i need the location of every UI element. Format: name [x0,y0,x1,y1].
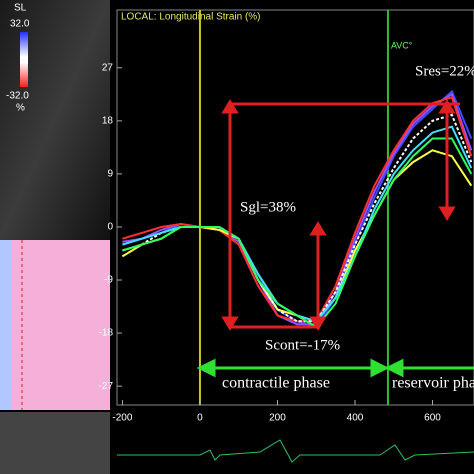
mmode-panel [0,240,110,410]
y-tick-label: 9 [107,169,113,180]
mmode-strip [0,240,12,410]
colorbar-label: SL [14,3,27,14]
y-tick-label: 0 [107,222,113,233]
plot-area [121,10,473,405]
annotation: Scont=-17% [265,337,340,353]
color-bar [20,32,28,87]
y-tick-label: 27 [102,62,114,73]
annotation: Sres=22% [415,63,474,79]
colorbar-max: 32.0 [10,19,30,30]
x-tick-label: 600 [424,413,441,424]
x-tick-label: 400 [347,413,364,424]
y-tick-label: -27 [99,381,114,392]
strain-curve [122,137,473,329]
x-tick-label: 200 [269,413,286,424]
x-tick-label: -200 [112,413,132,424]
avc-label: AVC° [391,40,413,50]
chart-title: LOCAL: Longitudinal Strain (%) [121,12,261,23]
phase-label: reservoir phase [392,375,474,392]
strain-curve [122,113,473,323]
ecg-panel [0,412,110,474]
strain-curve [121,149,473,323]
phase-arrows [196,358,474,378]
y-tick-label: 18 [102,115,114,126]
strain-curve [122,92,473,326]
measurement-overlay [221,99,460,331]
phase-label: contractile phase [222,375,330,392]
ecg-trace [117,439,474,463]
strain-curve [122,89,473,329]
ultrasound-image [0,0,110,240]
colorbar-unit: % [16,103,25,114]
plot-frame [116,9,474,406]
y-tick-label: -9 [104,275,113,286]
annotation: Sgl=38% [240,199,296,215]
colorbar-min: -32.0 [6,91,29,102]
x-tick-label: 0 [197,413,203,424]
strain-curve [122,96,473,323]
y-tick-label: -18 [99,328,114,339]
